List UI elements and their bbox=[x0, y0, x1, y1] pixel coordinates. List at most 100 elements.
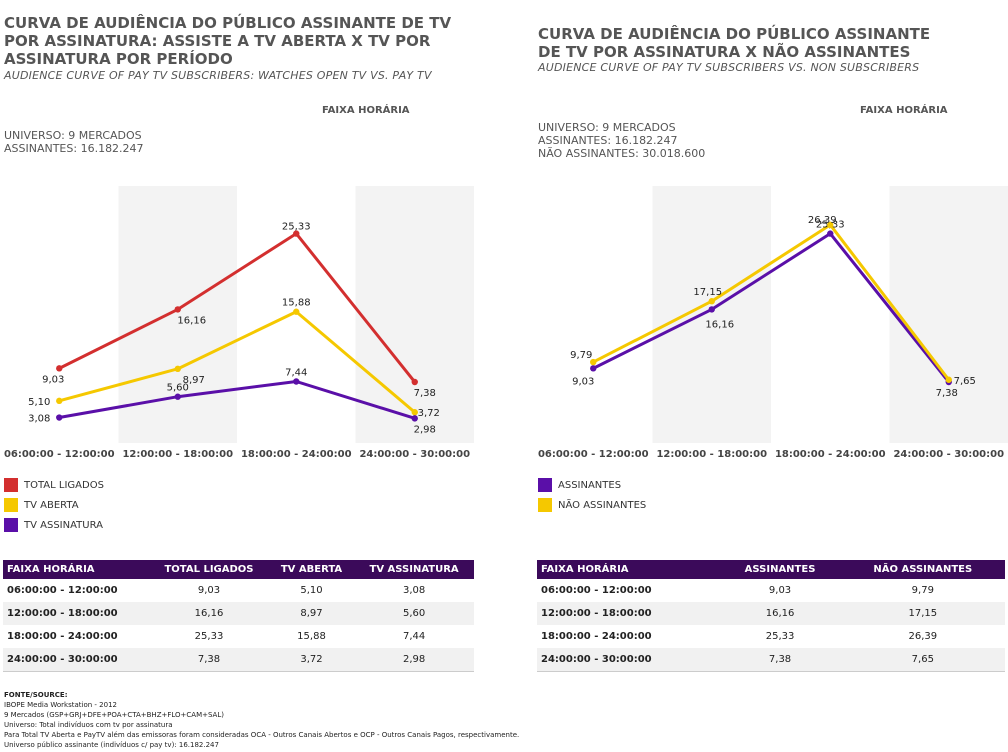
table-header-cell: FAIXA HORÁRIA bbox=[537, 560, 720, 579]
data-point bbox=[411, 378, 418, 386]
data-label: 9,79 bbox=[570, 350, 592, 361]
table-cell: 17,15 bbox=[840, 602, 1005, 625]
x-tick-label: 24:00:00 - 30:00:00 bbox=[359, 449, 470, 460]
legend-swatch bbox=[4, 478, 18, 492]
category-band bbox=[889, 186, 1008, 443]
table-cell: 12:00:00 - 18:00:00 bbox=[537, 602, 720, 625]
legend-item: TV ASSINATURA bbox=[4, 515, 104, 535]
legend-item: TV ABERTA bbox=[4, 495, 104, 515]
data-label: 26,39 bbox=[808, 215, 837, 226]
table-cell: 2,98 bbox=[354, 648, 474, 672]
table-cell: 06:00:00 - 12:00:00 bbox=[7, 585, 118, 596]
table-cell: 15,88 bbox=[297, 631, 326, 642]
data-point bbox=[56, 397, 63, 405]
table-cell: 7,38 bbox=[149, 648, 269, 672]
table-header-row: FAIXA HORÁRIA TOTAL LIGADOS TV ABERTA TV AS… bbox=[3, 560, 474, 579]
data-point bbox=[174, 393, 181, 400]
data-label: 16,16 bbox=[705, 319, 734, 330]
table-cell: 3,72 bbox=[268, 648, 355, 672]
series-line bbox=[592, 232, 950, 383]
x-tick-label: 06:00:00 - 12:00:00 bbox=[4, 449, 115, 460]
table-cell: 7,44 bbox=[402, 631, 426, 642]
legend-right: ASSINANTES NÃO ASSINANTES bbox=[538, 475, 646, 515]
table-row: 24:00:00 - 30:00:00 7,38 3,72 2,98 bbox=[3, 648, 474, 672]
data-point bbox=[411, 415, 418, 422]
data-label: 3,08 bbox=[28, 414, 50, 425]
table-cell: 24:00:00 - 30:00:00 bbox=[537, 648, 720, 672]
chart-subtitle: AUDIENCE CURVE OF PAY TV SUBSCRIBERS: WA… bbox=[4, 69, 432, 82]
table-row: 24:00:00 - 30:00:00 7,38 7,65 bbox=[537, 648, 1005, 672]
category-band bbox=[118, 186, 237, 443]
universe-line: UNIVERSO: 9 MERCADOS bbox=[4, 129, 142, 142]
x-tick-label: 12:00:00 - 18:00:00 bbox=[122, 449, 233, 460]
data-point bbox=[411, 409, 418, 416]
table-cell: 7,38 bbox=[719, 648, 841, 672]
data-label: 9,03 bbox=[572, 376, 594, 387]
table-cell: 25,33 bbox=[194, 631, 224, 642]
table-cell: 18:00:00 - 24:00:00 bbox=[541, 631, 652, 642]
faixa-horaria-label: FAIXA HORÁRIA bbox=[322, 105, 410, 116]
data-point bbox=[293, 308, 300, 315]
legend-swatch bbox=[538, 478, 552, 492]
subscribers-line: ASSINANTES: 16.182.247 bbox=[538, 134, 678, 147]
universe-line: UNIVERSO: 9 MERCADOS bbox=[538, 121, 676, 134]
universe-info: UNIVERSO: 9 MERCADOS ASSINANTES: 16.182.… bbox=[538, 121, 705, 160]
faixa-horaria-label: FAIXA HORÁRIA bbox=[860, 105, 948, 116]
table-cell: 16,16 bbox=[149, 602, 269, 625]
data-label: 5,10 bbox=[28, 397, 50, 408]
table-cell: 7,65 bbox=[840, 648, 1005, 672]
subscribers-line: ASSINANTES: 16.182.247 bbox=[4, 142, 144, 155]
legend-label: TV ABERTA bbox=[24, 499, 79, 511]
legend-swatch bbox=[4, 518, 18, 532]
data-table-right: FAIXA HORÁRIA ASSINANTES NÃO ASSINANTES 06… bbox=[537, 560, 1005, 672]
table-header-cell: TV ASSINATURA bbox=[354, 560, 474, 579]
legend-swatch bbox=[4, 498, 18, 512]
data-point bbox=[293, 230, 300, 237]
table-header-cell: TOTAL LIGADOS bbox=[149, 560, 269, 579]
audience-chart-left: 06:00:00 - 12:00:00 12:00:00 - 18:00:00 18… bbox=[4, 186, 474, 460]
table-header-cell: NÃO ASSINANTES bbox=[840, 560, 1005, 579]
table-cell: 06:00:00 - 12:00:00 bbox=[541, 585, 652, 596]
x-tick-label: 12:00:00 - 18:00:00 bbox=[656, 449, 767, 460]
data-table-left: FAIXA HORÁRIA TOTAL LIGADOS TV ABERTA TV AS… bbox=[3, 560, 474, 672]
table-cell: 3,08 bbox=[402, 585, 426, 596]
series-line bbox=[58, 232, 416, 383]
table-cell: 18:00:00 - 24:00:00 bbox=[7, 631, 118, 642]
table-cell: 5,60 bbox=[354, 602, 474, 625]
table-cell: 9,03 bbox=[768, 585, 792, 596]
data-label: 25,33 bbox=[282, 222, 311, 233]
table-cell: 26,39 bbox=[908, 631, 938, 642]
data-label: 9,03 bbox=[42, 374, 64, 385]
table-row: 18:00:00 - 24:00:00 25,33 15,88 7,44 bbox=[3, 625, 474, 648]
data-label: 15,88 bbox=[282, 298, 311, 309]
table-cell: 24:00:00 - 30:00:00 bbox=[3, 648, 150, 672]
non-subscribers-line: NÃO ASSINANTES: 30.018.600 bbox=[538, 147, 706, 160]
x-tick-label: 18:00:00 - 24:00:00 bbox=[775, 449, 886, 460]
table-cell: 8,97 bbox=[268, 602, 355, 625]
series-line bbox=[592, 223, 950, 381]
data-point bbox=[827, 221, 834, 229]
data-label: 7,65 bbox=[954, 376, 976, 387]
data-label: 5,60 bbox=[167, 383, 189, 394]
legend-label: TOTAL LIGADOS bbox=[24, 479, 104, 491]
universe-info: UNIVERSO: 9 MERCADOS ASSINANTES: 16.182.… bbox=[4, 129, 144, 155]
data-point bbox=[945, 376, 952, 383]
data-point bbox=[708, 306, 715, 313]
legend-left: TOTAL LIGADOS TV ABERTA TV ASSINATURA bbox=[4, 475, 104, 535]
series-line bbox=[58, 310, 416, 414]
legend-item: NÃO ASSINANTES bbox=[538, 495, 646, 515]
table-cell: 25,33 bbox=[765, 631, 795, 642]
data-label: 7,44 bbox=[285, 367, 307, 378]
data-point bbox=[56, 414, 63, 421]
footnote-line: Universo público assinante (indivíduos c… bbox=[4, 741, 219, 749]
table-row: 12:00:00 - 18:00:00 16,16 8,97 5,60 bbox=[3, 602, 474, 625]
category-band bbox=[652, 186, 771, 443]
data-label: 3,72 bbox=[418, 408, 440, 419]
legend-label: NÃO ASSINANTES bbox=[558, 499, 647, 511]
data-point bbox=[708, 298, 715, 305]
data-point bbox=[174, 365, 181, 373]
chart-title: CURVA DE AUDIÊNCIA DO PÚBLICO ASSINANTE … bbox=[4, 14, 452, 68]
legend-item: TOTAL LIGADOS bbox=[4, 475, 104, 495]
data-label: 7,38 bbox=[414, 388, 436, 399]
table-row: 06:00:00 - 12:00:00 9,03 5,10 3,08 bbox=[3, 579, 474, 602]
